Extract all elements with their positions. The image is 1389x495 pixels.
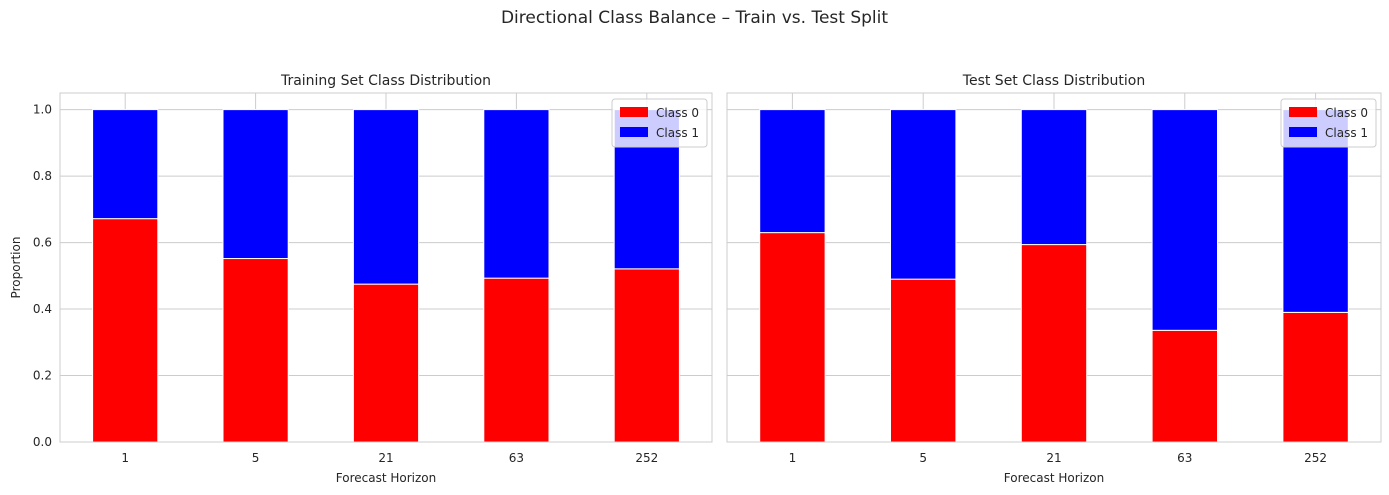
test-legend-swatch-class1 [1289, 127, 1317, 137]
training-x-tick-label: 252 [635, 451, 658, 465]
test-x-tick-label: 5 [919, 451, 927, 465]
training-legend-label-class0: Class 0 [656, 106, 699, 120]
test-legend: Class 0 Class 1 [1280, 98, 1377, 148]
training-bar-class0-1 [92, 218, 159, 443]
training-x-tick-label: 21 [378, 451, 393, 465]
training-bar-class0-21 [352, 283, 420, 443]
training-y-tick-label: 0.4 [33, 302, 52, 316]
figure-title: Directional Class Balance – Train vs. Te… [501, 8, 888, 28]
test-legend-label-class0: Class 0 [1325, 106, 1368, 120]
test-panel-title: Test Set Class Distribution [962, 73, 1145, 89]
training-y-tick-label: 1.0 [33, 103, 52, 117]
test-x-tick-label: 1 [789, 451, 797, 465]
test-x-tick-label: 63 [1177, 451, 1192, 465]
test-axes-frame [726, 92, 1382, 443]
training-bar-class1-1 [92, 109, 159, 220]
training-legend-swatch-class1 [620, 127, 648, 137]
training-axes-frame [59, 92, 713, 443]
test-set-panel: 1 5 21 63 252 Test Set Class Distribution Fore… [726, 73, 1382, 485]
training-bar-class1-21 [352, 109, 420, 285]
training-y-tick-label: 0.2 [33, 369, 52, 383]
test-bar-class0-252 [1282, 311, 1349, 443]
training-x-axis-label: Forecast Horizon [336, 471, 436, 485]
training-x-tick-label: 1 [121, 451, 129, 465]
test-x-tick-label: 252 [1304, 451, 1327, 465]
training-bar-class1-5 [222, 109, 289, 260]
test-bar-class1-5 [890, 109, 957, 280]
training-bar-class0-252 [613, 268, 680, 443]
training-y-tick-label: 0.8 [33, 169, 52, 183]
training-y-tick-label: 0.0 [33, 435, 52, 449]
test-bar-class1-1 [759, 109, 826, 234]
test-x-tick-label: 21 [1046, 451, 1061, 465]
training-y-axis-label: Proportion [9, 237, 23, 299]
training-x-tick-label: 63 [509, 451, 524, 465]
training-panel-title: Training Set Class Distribution [280, 73, 491, 89]
test-bar-class0-21 [1020, 244, 1088, 443]
training-legend-swatch-class0 [620, 107, 648, 117]
test-bar-class0-63 [1151, 329, 1218, 443]
training-legend: Class 0 Class 1 [611, 98, 708, 148]
test-x-axis-label: Forecast Horizon [1004, 471, 1104, 485]
training-bar-class1-63 [483, 109, 550, 279]
training-bar-class0-5 [222, 258, 289, 443]
test-bar-class1-63 [1151, 109, 1218, 331]
test-bar-class0-5 [890, 278, 957, 443]
test-legend-swatch-class0 [1289, 107, 1317, 117]
training-set-panel: 1 5 21 63 252 0.0 0.2 0.4 0.6 0.8 1.0 Training Set … [9, 73, 713, 485]
test-bar-class0-1 [759, 232, 826, 443]
test-legend-label-class1: Class 1 [1325, 126, 1368, 140]
training-bar-class0-63 [483, 277, 550, 443]
training-y-tick-label: 0.6 [33, 236, 52, 250]
test-bar-class1-21 [1020, 109, 1088, 246]
training-x-tick-label: 5 [252, 451, 260, 465]
training-legend-label-class1: Class 1 [656, 126, 699, 140]
